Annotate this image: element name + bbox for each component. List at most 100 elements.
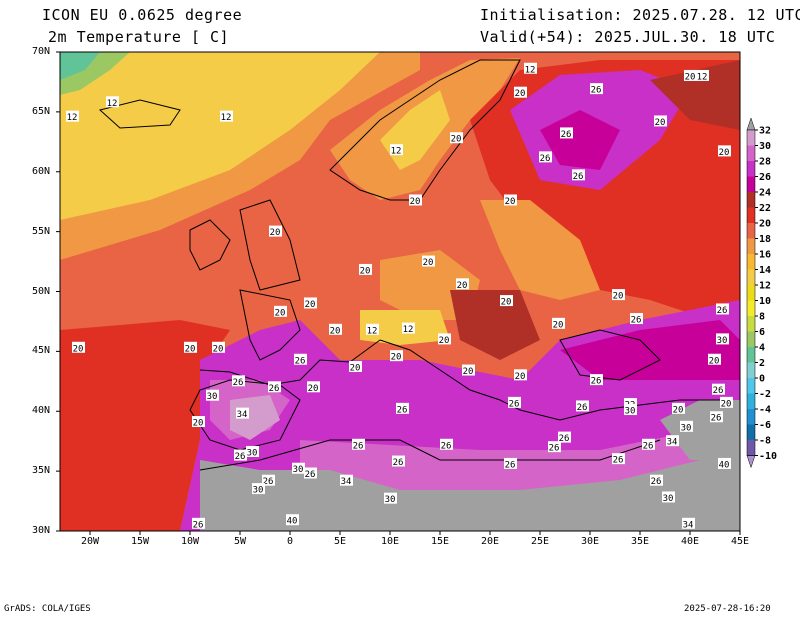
colorbar-label: 12 <box>759 281 771 292</box>
svg-text:20: 20 <box>553 320 564 330</box>
svg-text:12: 12 <box>221 113 232 123</box>
svg-text:20: 20 <box>185 344 196 354</box>
footer-timestamp: 2025-07-28-16:20 <box>684 604 771 614</box>
contour-label: 20 <box>192 416 205 429</box>
contour-label: 20 <box>456 278 469 291</box>
footer-credit: GrADS: COLA/IGES <box>4 604 91 614</box>
svg-text:20: 20 <box>613 292 624 302</box>
colorbar-swatch <box>747 192 755 208</box>
temperature-field <box>60 52 740 531</box>
contour-label: 34 <box>340 474 353 487</box>
colorbar-label: 14 <box>759 265 771 276</box>
svg-text:26: 26 <box>711 414 722 424</box>
lon-label: 20E <box>480 536 500 547</box>
colorbar-swatch <box>747 269 755 285</box>
contour-label: 20 <box>500 295 513 308</box>
contour-label: 20 <box>390 350 403 363</box>
contour-label: 20 <box>409 194 422 207</box>
lon-label: 40E <box>680 536 700 547</box>
contour-label: 26 <box>612 453 625 466</box>
lon-label: 15W <box>130 536 150 547</box>
svg-text:40: 40 <box>719 460 730 470</box>
lon-label: 5E <box>333 536 347 547</box>
colorbar-swatch <box>747 161 755 177</box>
svg-text:26: 26 <box>263 477 274 487</box>
colorbar-swatch <box>747 378 755 394</box>
svg-text:20: 20 <box>709 356 720 366</box>
contour-label: 20 <box>504 194 517 207</box>
contour-label: 20 <box>462 364 475 377</box>
contour-label: 12 <box>390 144 403 157</box>
contour-label: 26 <box>590 374 603 387</box>
colorbar-label: 6 <box>759 327 765 338</box>
svg-text:12: 12 <box>403 325 414 335</box>
contour-label: 12 <box>402 322 415 335</box>
coastlines <box>98 59 720 471</box>
lon-label: 5W <box>233 536 247 547</box>
svg-text:30: 30 <box>625 407 636 417</box>
colorbar-swatch <box>747 409 755 425</box>
contour-label: 20 <box>612 289 625 302</box>
contour-label: 26 <box>504 457 517 470</box>
contour-label: 12 <box>366 323 379 336</box>
contour-label: 20 <box>72 341 85 354</box>
contour-label: 20 <box>349 360 362 373</box>
contour-label: 26 <box>352 438 365 451</box>
contour-label: 30 <box>384 492 397 505</box>
contour-label: 20 <box>307 381 320 394</box>
contour-label: 26 <box>710 411 723 424</box>
valid-time: Valid(+54): 2025.JUL.30. 18 UTC <box>480 28 776 46</box>
colorbar-label: -8 <box>759 436 771 447</box>
colorbar-swatch <box>747 254 755 270</box>
svg-text:26: 26 <box>505 460 516 470</box>
contour-label: 20 <box>359 263 372 276</box>
colorbar-label: 0 <box>759 374 765 385</box>
lat-label: 60N <box>32 165 51 177</box>
colorbar-swatch <box>747 176 755 192</box>
svg-text:30: 30 <box>253 486 264 496</box>
contour-label: 30 <box>662 491 675 504</box>
svg-text:30: 30 <box>293 465 304 475</box>
contour-label: 20 <box>329 323 342 336</box>
svg-text:12: 12 <box>525 65 536 75</box>
contour-label: 26 <box>232 375 245 388</box>
svg-text:20: 20 <box>360 266 371 276</box>
colorbar-label: -10 <box>759 451 777 462</box>
colorbar-label: 18 <box>759 234 771 245</box>
colorbar-label: 4 <box>759 343 765 354</box>
svg-text:20: 20 <box>685 72 696 82</box>
svg-text:30: 30 <box>717 336 728 346</box>
contour-label: 20 <box>672 402 685 415</box>
colorbar-min-arrow <box>746 455 756 469</box>
lon-label: 45E <box>730 536 750 547</box>
svg-text:20: 20 <box>330 326 341 336</box>
lon-label: 10W <box>180 536 200 547</box>
svg-text:26: 26 <box>631 316 642 326</box>
contour-label: 26 <box>539 151 552 164</box>
svg-text:26: 26 <box>613 456 624 466</box>
svg-text:26: 26 <box>549 444 560 454</box>
contour-label: 12 <box>66 110 79 123</box>
svg-text:20: 20 <box>350 363 361 373</box>
contour-label: 20 <box>684 69 697 82</box>
colorbar-label: 32 <box>759 126 771 137</box>
svg-text:26: 26 <box>269 384 280 394</box>
svg-text:20: 20 <box>439 336 450 346</box>
lon-label: 30E <box>580 536 600 547</box>
svg-text:20: 20 <box>305 300 316 310</box>
contour-label: 26 <box>712 383 725 396</box>
lat-label: 70N <box>32 46 51 57</box>
contour-label: 34 <box>666 435 679 448</box>
contour-label: 26 <box>440 438 453 451</box>
colorbar-label: 26 <box>759 172 771 183</box>
colorbar-label: 2 <box>759 358 765 369</box>
contour-label: 26 <box>548 441 561 454</box>
svg-text:26: 26 <box>573 172 584 182</box>
colorbar-label: 10 <box>759 296 771 307</box>
lon-label: 15E <box>430 536 450 547</box>
contour-label: 26 <box>650 474 663 487</box>
svg-text:20: 20 <box>275 308 286 318</box>
contour-label: 12 <box>106 96 119 109</box>
contour-label: 30 <box>252 483 265 496</box>
